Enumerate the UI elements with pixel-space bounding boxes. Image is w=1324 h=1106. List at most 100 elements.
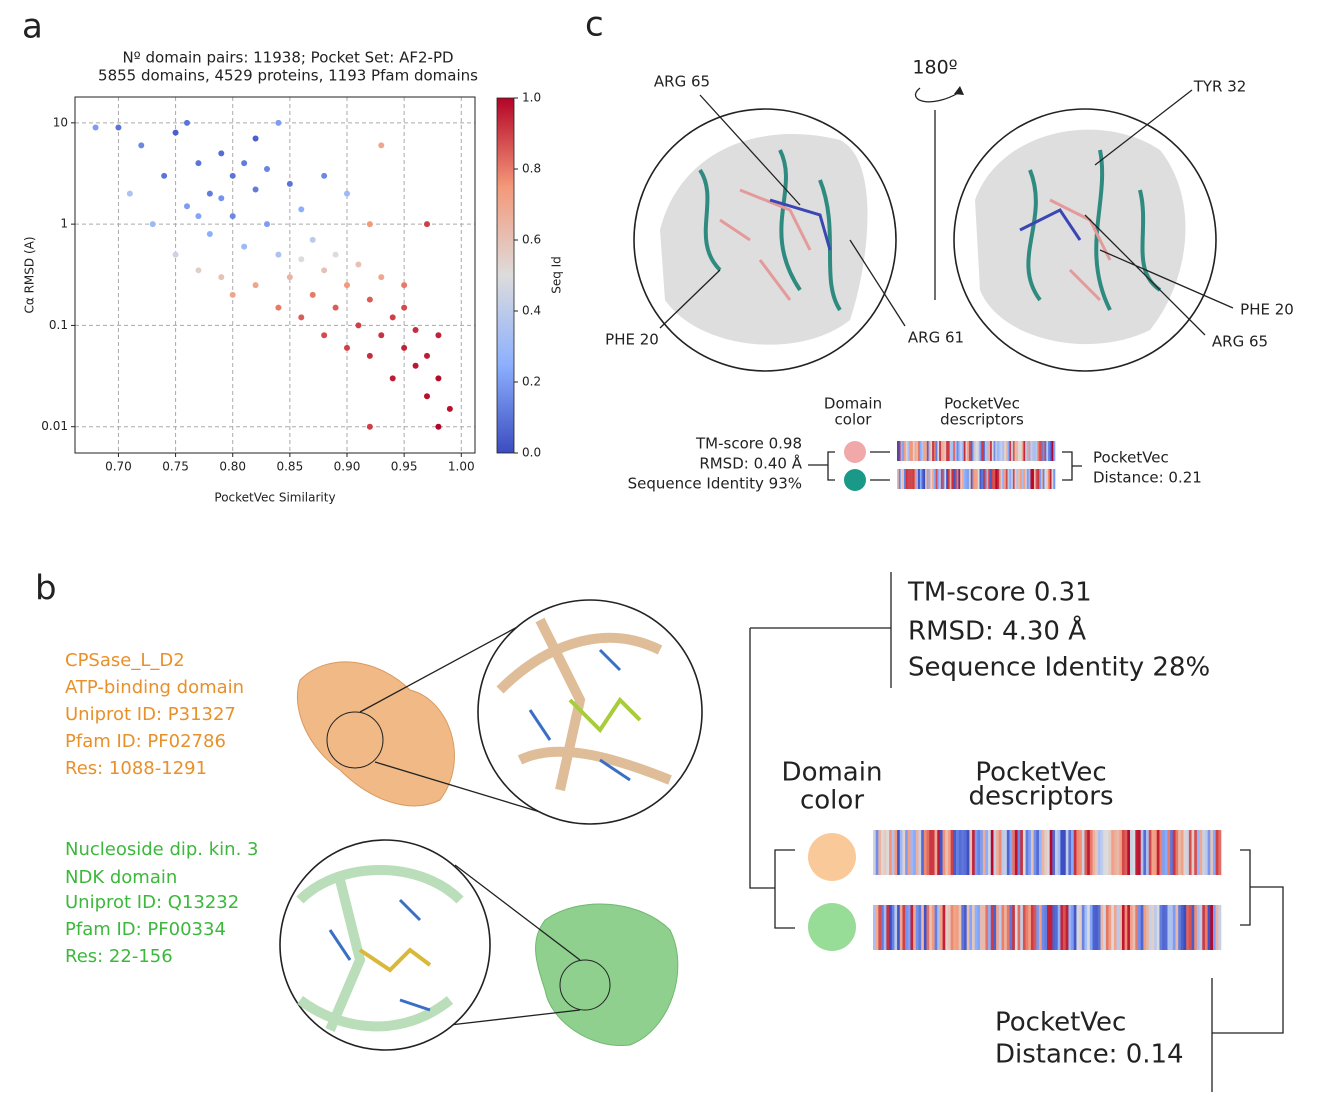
colorbar-tick-label: 1.0 — [522, 91, 541, 105]
colorbar-tick-label: 0.8 — [522, 162, 541, 176]
descriptor-stripe — [953, 905, 957, 950]
descriptor-stripe — [878, 905, 882, 950]
descriptor-stripe — [969, 905, 973, 950]
descriptor-stripe — [1188, 905, 1192, 950]
point — [92, 124, 99, 131]
descriptor-stripe — [1033, 905, 1037, 950]
point — [435, 375, 442, 382]
domain-info: Res: 22-156 — [65, 946, 173, 967]
descriptor-stripe — [1039, 441, 1042, 461]
descriptor-stripe — [1081, 830, 1085, 875]
descriptor-stripe — [1199, 830, 1203, 875]
descriptor-stripe — [921, 830, 925, 875]
descriptor-stripe — [1012, 830, 1016, 875]
descriptor-stripe — [985, 905, 989, 950]
descriptor-stripe — [993, 905, 997, 950]
point — [241, 243, 248, 250]
point — [344, 282, 350, 289]
descriptor-stripe — [1124, 830, 1128, 875]
descriptor-stripe — [911, 441, 914, 461]
descriptor-stripe — [1180, 905, 1184, 950]
descriptor-stripe — [983, 441, 986, 461]
panel-label: b — [35, 569, 57, 609]
descriptor-stripe — [1006, 830, 1010, 875]
descriptor-stripe — [1000, 469, 1003, 489]
descriptor-stripe — [988, 830, 992, 875]
descriptor-stripe — [996, 830, 1000, 875]
descriptor-stripe — [977, 441, 980, 461]
descriptor-stripe — [1095, 905, 1099, 950]
descriptor-stripe — [1041, 905, 1045, 950]
point — [172, 251, 179, 258]
domain-color — [808, 903, 856, 951]
descriptor-stripe — [1121, 830, 1125, 875]
descriptor-stripe — [905, 469, 908, 489]
descriptor-stripe — [963, 469, 966, 489]
descriptor-stripe — [905, 830, 909, 875]
descriptor-stripe — [1012, 905, 1016, 950]
descriptor-stripe — [947, 469, 950, 489]
descriptor-stripe — [972, 441, 975, 461]
descriptor-stripe — [1004, 441, 1007, 461]
descriptor-stripe — [1087, 905, 1091, 950]
descriptor-stripe — [993, 830, 997, 875]
residues — [328, 898, 431, 1012]
legend-header: Domain — [824, 395, 882, 413]
descriptor-stripe — [947, 905, 951, 950]
point — [149, 221, 156, 228]
descriptor-stripe — [1037, 469, 1040, 489]
descriptor-stripe — [958, 441, 961, 461]
descriptor-stripe — [1159, 905, 1163, 950]
descriptor-stripe — [1044, 441, 1047, 461]
descriptor-stripe — [1097, 830, 1101, 875]
descriptor-stripe — [1097, 905, 1101, 950]
x-tick-label: 1.00 — [448, 460, 475, 474]
descriptor-stripe — [991, 441, 994, 461]
descriptor-stripe — [974, 905, 978, 950]
descriptor-stripe — [1017, 905, 1021, 950]
descriptor-barcode — [873, 905, 1222, 950]
distance: Distance: 0.21 — [1093, 469, 1202, 487]
point — [275, 251, 282, 258]
descriptor-stripe — [1047, 905, 1050, 950]
descriptor-stripe — [1178, 905, 1182, 950]
descriptor-stripe — [1009, 441, 1012, 461]
descriptor-stripe — [1121, 905, 1125, 950]
descriptor-stripe — [940, 441, 943, 461]
descriptor-stripe — [1040, 441, 1044, 461]
descriptor-stripe — [1154, 905, 1158, 950]
descriptor-stripe — [1017, 830, 1021, 875]
descriptor-stripe — [928, 441, 931, 461]
descriptor-stripe — [1218, 905, 1222, 950]
scatter-panel: a Nº domain pairs: 11938; Pocket Set: AF… — [22, 7, 564, 505]
descriptor-stripe — [1028, 441, 1031, 461]
descriptor-stripe — [1018, 469, 1021, 489]
ribbon — [296, 865, 464, 1032]
point — [264, 166, 270, 173]
descriptor-stripe — [1105, 830, 1109, 875]
ligand — [358, 947, 432, 973]
descriptor-stripe — [881, 830, 885, 875]
descriptor-stripe — [1011, 469, 1014, 489]
point — [218, 274, 225, 281]
descriptor-stripe — [925, 441, 928, 461]
y-axis-label: Cα RMSD (A) — [23, 236, 37, 313]
descriptor-stripe — [1060, 830, 1064, 875]
descriptor-stripe — [942, 441, 945, 461]
descriptor-stripe — [1036, 830, 1040, 875]
x-axis-label: PocketVec Similarity — [214, 491, 335, 505]
domain-info: ATP-binding domain — [65, 677, 244, 698]
descriptor-stripe — [933, 469, 936, 489]
descriptor-stripe — [951, 469, 954, 489]
descriptor-stripe — [1049, 469, 1052, 489]
descriptor-stripe — [942, 905, 946, 950]
descriptor-stripe — [1026, 441, 1029, 461]
descriptor-stripe — [914, 441, 917, 461]
descriptor-stripe — [961, 905, 965, 950]
colorbar-tick-label: 0.6 — [522, 233, 541, 247]
descriptor-stripe — [918, 830, 922, 875]
point — [309, 236, 316, 243]
descriptor-stripe — [886, 830, 890, 875]
descriptor-stripe — [921, 905, 925, 950]
